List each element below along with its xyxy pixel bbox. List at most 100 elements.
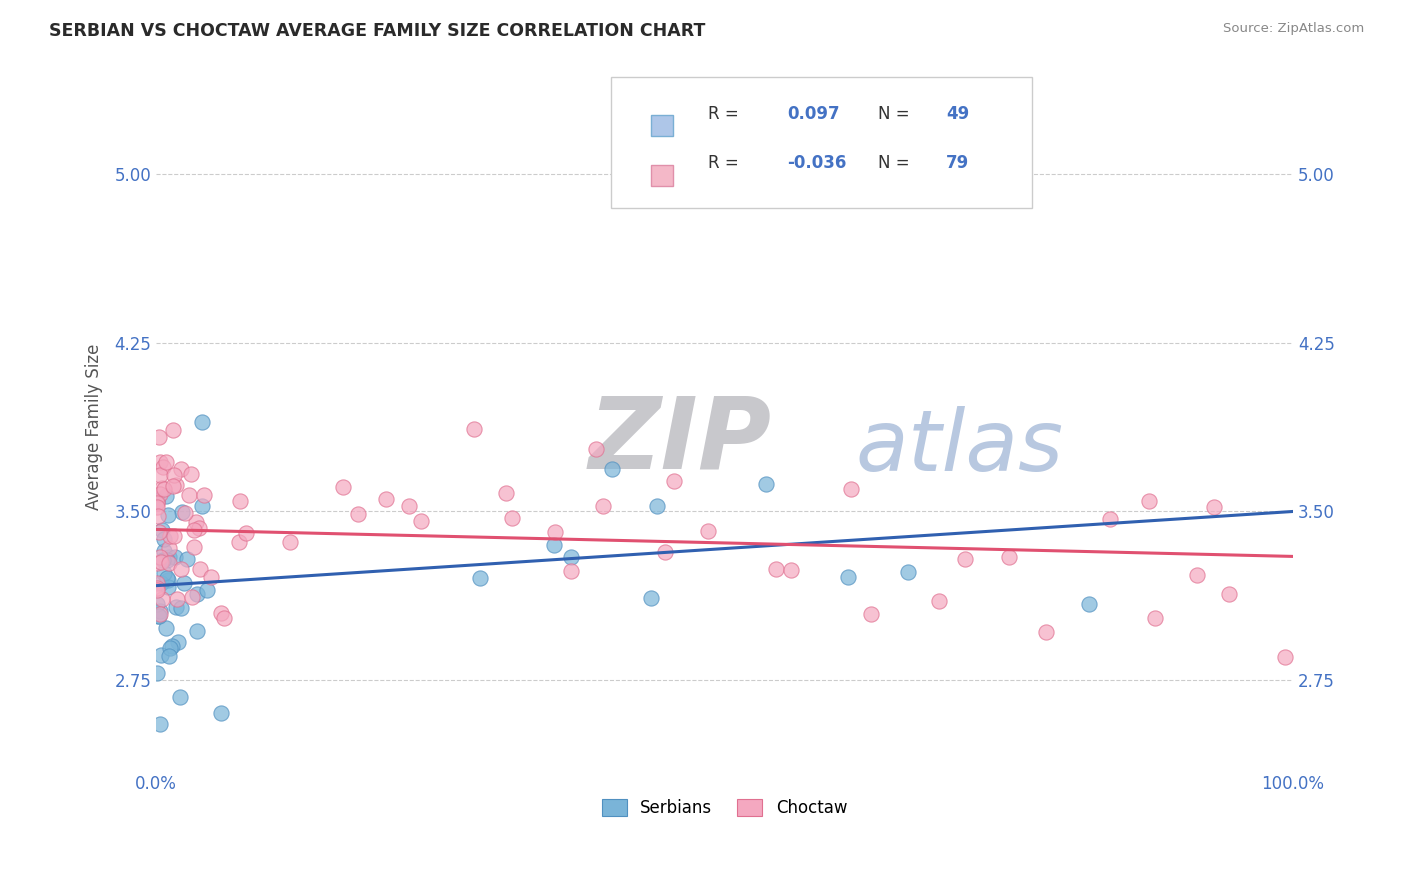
Point bbox=[156, 552, 179, 566]
Point bbox=[187, 521, 209, 535]
Point bbox=[585, 442, 607, 456]
Point bbox=[998, 549, 1021, 564]
Point bbox=[1202, 500, 1225, 514]
Point bbox=[165, 600, 187, 615]
Point bbox=[149, 603, 172, 617]
Point bbox=[190, 562, 212, 576]
Point bbox=[146, 609, 169, 624]
Point bbox=[170, 505, 193, 519]
Point bbox=[145, 582, 167, 597]
Point bbox=[150, 555, 173, 569]
Point bbox=[146, 666, 169, 681]
Point bbox=[162, 424, 184, 438]
Point bbox=[1144, 611, 1167, 625]
Point bbox=[195, 583, 218, 598]
Point bbox=[664, 474, 686, 488]
Point bbox=[409, 514, 432, 528]
Point bbox=[163, 467, 186, 482]
Point bbox=[149, 717, 172, 731]
Point bbox=[152, 552, 174, 566]
Point bbox=[181, 590, 204, 604]
Point bbox=[152, 483, 174, 497]
Point bbox=[170, 562, 193, 576]
Point bbox=[153, 532, 176, 546]
Point bbox=[332, 480, 354, 494]
Point bbox=[347, 508, 370, 522]
Point bbox=[169, 461, 191, 475]
Point bbox=[163, 529, 186, 543]
Point bbox=[153, 566, 176, 581]
Point bbox=[145, 576, 167, 591]
Point bbox=[765, 562, 787, 576]
Point bbox=[160, 639, 183, 653]
Point bbox=[839, 482, 862, 496]
Point bbox=[544, 524, 567, 539]
Point bbox=[145, 597, 167, 611]
Text: N =: N = bbox=[879, 104, 910, 123]
Point bbox=[468, 571, 491, 585]
Point bbox=[183, 540, 205, 554]
Point bbox=[209, 706, 232, 721]
Point bbox=[156, 573, 179, 587]
Point bbox=[174, 506, 197, 520]
Point bbox=[1137, 494, 1160, 508]
Point bbox=[1035, 624, 1057, 639]
Point bbox=[278, 534, 301, 549]
Point bbox=[146, 581, 169, 595]
Text: R =: R = bbox=[707, 104, 738, 123]
Text: 79: 79 bbox=[946, 154, 970, 172]
Text: atlas: atlas bbox=[855, 406, 1063, 489]
Point bbox=[157, 541, 180, 555]
Point bbox=[155, 455, 177, 469]
Point bbox=[162, 479, 184, 493]
Point bbox=[592, 499, 614, 513]
Point bbox=[183, 523, 205, 537]
Point bbox=[150, 481, 173, 495]
Point bbox=[149, 487, 172, 501]
Point bbox=[560, 564, 582, 578]
Text: SERBIAN VS CHOCTAW AVERAGE FAMILY SIZE CORRELATION CHART: SERBIAN VS CHOCTAW AVERAGE FAMILY SIZE C… bbox=[49, 22, 706, 40]
Point bbox=[186, 516, 208, 530]
Point bbox=[149, 549, 172, 564]
Point bbox=[235, 526, 257, 541]
Point bbox=[145, 500, 167, 515]
Point bbox=[645, 500, 668, 514]
Point bbox=[1077, 598, 1099, 612]
Point bbox=[146, 494, 169, 508]
Point bbox=[166, 591, 188, 606]
Point bbox=[600, 462, 623, 476]
Point bbox=[697, 524, 720, 538]
Point bbox=[159, 640, 181, 655]
Point bbox=[640, 591, 662, 606]
Point bbox=[157, 648, 180, 663]
Point bbox=[163, 549, 186, 564]
Point bbox=[228, 535, 250, 549]
Text: 49: 49 bbox=[946, 104, 970, 123]
Point bbox=[190, 415, 212, 429]
Point bbox=[897, 565, 920, 579]
Text: 0.097: 0.097 bbox=[787, 104, 839, 123]
Text: ZIP: ZIP bbox=[588, 392, 770, 490]
Text: N =: N = bbox=[879, 154, 910, 172]
Point bbox=[159, 529, 181, 543]
Point bbox=[149, 455, 172, 469]
Point bbox=[928, 594, 950, 608]
Point bbox=[463, 422, 485, 436]
Point bbox=[156, 508, 179, 522]
Point bbox=[153, 543, 176, 558]
Point bbox=[149, 648, 172, 662]
Point bbox=[955, 551, 977, 566]
Point bbox=[150, 575, 173, 590]
Y-axis label: Average Family Size: Average Family Size bbox=[86, 344, 103, 510]
Point bbox=[191, 499, 214, 513]
Point bbox=[149, 467, 172, 482]
Point bbox=[146, 496, 169, 510]
Point bbox=[150, 592, 173, 607]
Point bbox=[229, 494, 252, 508]
Point bbox=[543, 538, 565, 552]
Point bbox=[146, 556, 169, 570]
Point bbox=[186, 624, 208, 639]
Point bbox=[155, 489, 177, 503]
Point bbox=[176, 552, 198, 566]
Point bbox=[501, 510, 523, 524]
